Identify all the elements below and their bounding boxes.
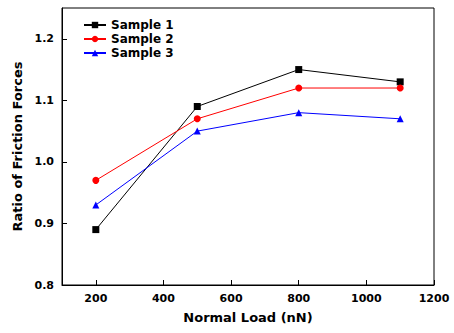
svg-text:Ratio of Friction Forces: Ratio of Friction Forces — [10, 61, 25, 231]
svg-text:0.9: 0.9 — [35, 217, 55, 230]
svg-text:200: 200 — [84, 292, 107, 305]
svg-text:Sample 1: Sample 1 — [111, 18, 174, 32]
svg-text:800: 800 — [287, 292, 310, 305]
svg-text:1000: 1000 — [351, 292, 382, 305]
svg-text:Normal Load (nN): Normal Load (nN) — [183, 310, 312, 325]
svg-text:1200: 1200 — [419, 292, 450, 305]
svg-text:600: 600 — [220, 292, 243, 305]
svg-text:400: 400 — [152, 292, 175, 305]
svg-text:1.0: 1.0 — [35, 155, 55, 168]
svg-text:1.2: 1.2 — [35, 32, 55, 45]
svg-text:0.8: 0.8 — [35, 279, 55, 292]
svg-text:1.1: 1.1 — [35, 94, 55, 107]
svg-text:Sample 2: Sample 2 — [111, 32, 174, 46]
svg-text:Sample 3: Sample 3 — [111, 46, 174, 60]
